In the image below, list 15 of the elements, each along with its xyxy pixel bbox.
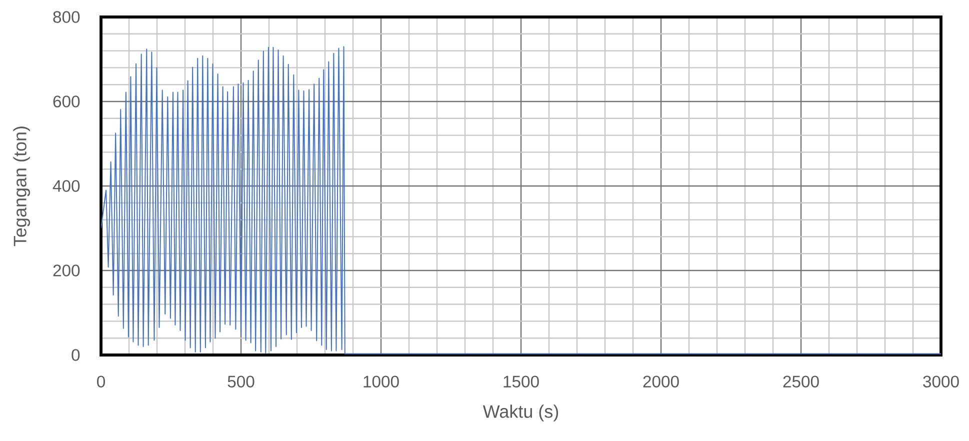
x-axis-title: Waktu (s) (482, 404, 558, 422)
x-tick-label: 500 (228, 376, 254, 388)
y-tick-label: 600 (53, 96, 80, 108)
y-tick-label: 800 (53, 11, 80, 23)
x-tick-label: 2500 (783, 376, 819, 388)
y-axis-title: Tegangan (ton) (13, 126, 30, 246)
line-series (101, 46, 941, 354)
y-tick-label: 0 (72, 349, 80, 361)
x-tick-label: 1500 (504, 376, 539, 388)
x-tick-label: 0 (97, 376, 105, 388)
x-tick-label: 3000 (923, 376, 959, 388)
x-tick-label: 1000 (364, 376, 399, 388)
x-tick-label: 2000 (643, 376, 679, 388)
y-tick-label: 400 (52, 180, 80, 192)
y-tick-label: 200 (53, 264, 80, 276)
